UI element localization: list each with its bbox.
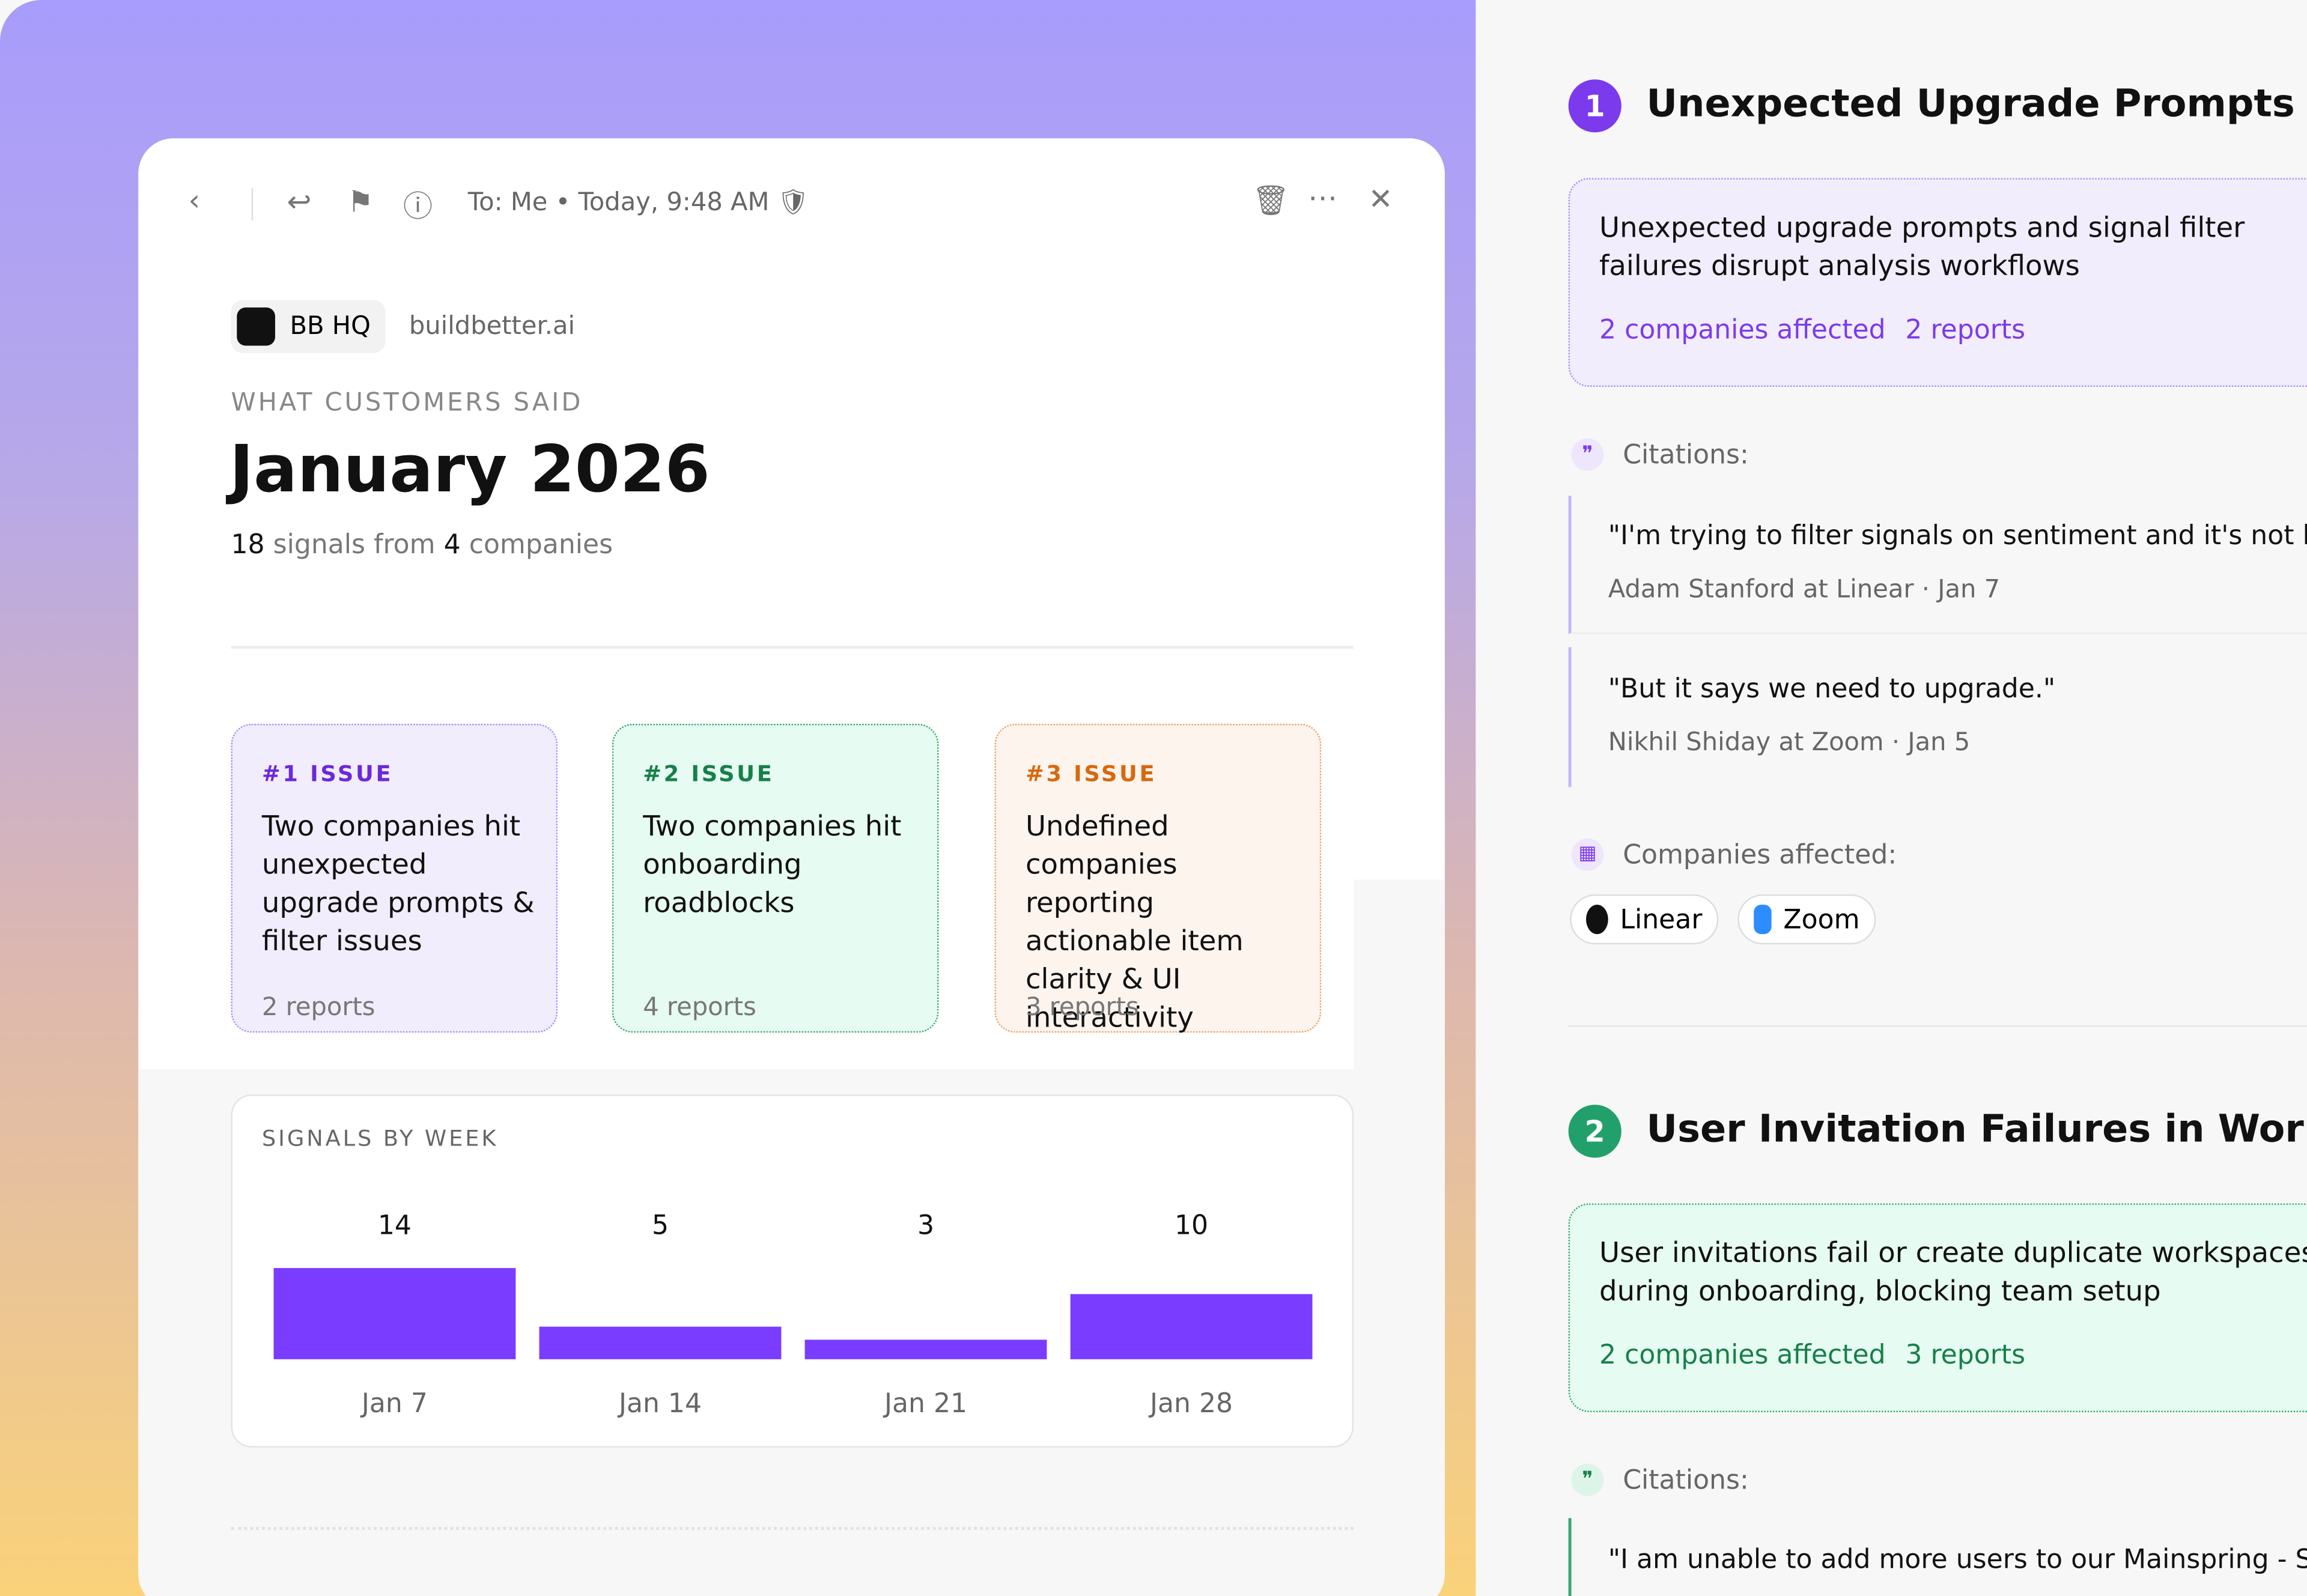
section-summary: Unexpected upgrade prompts and signal fi…	[1599, 211, 2245, 283]
companies: 4	[443, 529, 461, 561]
bar	[1070, 1294, 1313, 1359]
to: To: Me	[467, 188, 548, 218]
sender: BB HQ	[290, 312, 371, 342]
section-title: User Invitation Failures in Workspaces	[1646, 1108, 2307, 1152]
domain: buildbetter.ai	[409, 312, 576, 342]
author: Nikhil Shiday at Zoom	[1608, 728, 1884, 758]
value-label: 3	[917, 1210, 934, 1241]
divider	[251, 188, 254, 221]
attribution: Adam Stanford at Linear · Jan 7	[1608, 575, 2001, 605]
rule	[231, 646, 1354, 649]
company-chip[interactable]: Linear	[1570, 894, 1719, 945]
company: Linear	[1620, 903, 1703, 935]
value-label: 14	[378, 1210, 412, 1241]
x-tick-label: Jan 21	[883, 1388, 967, 1419]
summary-box: Unexpected upgrade prompts and signal fi…	[1568, 178, 2307, 387]
section-number: 2	[1568, 1105, 1622, 1158]
eyebrow: WHAT CUSTOMERS SAID	[231, 388, 583, 418]
signals: 18	[231, 529, 265, 561]
x-tick-label: Jan 14	[617, 1388, 702, 1419]
summary: 18 signals from 4 companies	[231, 530, 613, 560]
quote-icon: ❞	[1571, 438, 1604, 471]
delete-button[interactable]: 🗑	[1252, 182, 1290, 218]
report-button[interactable]: ⓘ	[403, 188, 433, 224]
x-tick-label: Jan 28	[1148, 1388, 1233, 1419]
issue-card[interactable]: #2 ISSUE Two companies hit onboarding roa…	[612, 723, 939, 1033]
bar	[804, 1340, 1047, 1359]
quote: "I'm trying to filter signals on sentime…	[1608, 520, 2307, 552]
reply-button[interactable]: ↩	[287, 184, 312, 219]
issue-text: Two companies hit onboarding roadblocks	[643, 810, 902, 920]
section-summary: User invitations fail or create duplicat…	[1599, 1237, 2307, 1308]
bar	[273, 1268, 516, 1359]
date: Jan 7	[1938, 575, 2001, 605]
time: Today, 9:48 AM	[578, 188, 770, 218]
citations-label: Citations:	[1623, 440, 1749, 471]
issue-text: Two companies hit unexpected upgrade pro…	[261, 810, 535, 958]
quote: "I am unable to add more users to our Ma…	[1608, 1544, 2307, 1576]
s-label: signals from	[273, 529, 436, 561]
reports-link[interactable]: 2 reports	[1905, 315, 2026, 346]
attribution: Nikhil Shiday at Zoom · Jan 5	[1608, 728, 1971, 758]
citation: "But it says we need to upgrade." Nikhil…	[1568, 647, 2307, 787]
reports: 4 reports	[643, 993, 756, 1023]
value-label: 10	[1175, 1210, 1208, 1241]
panel-bg	[1354, 879, 1445, 1086]
close-button[interactable]: ✕	[1368, 181, 1393, 217]
rank: #1 ISSUE	[261, 760, 394, 787]
chart-title: SIGNALS BY WEEK	[262, 1126, 498, 1151]
companies-label: Companies affected:	[1623, 840, 1897, 871]
citation: "I'm trying to filter signals on sentime…	[1568, 496, 2307, 634]
back-button[interactable]: ‹	[188, 182, 201, 218]
sender-chip: BB HQ	[231, 300, 386, 353]
reports: 2 reports	[261, 993, 375, 1023]
value-label: 5	[652, 1210, 669, 1241]
companies-link[interactable]: 2 companies affected	[1599, 1340, 1886, 1371]
company: Zoom	[1783, 903, 1860, 935]
quote-icon: ❞	[1571, 1463, 1604, 1496]
email-card: ‹ ↩ ⚑ ⓘ To: Me • Today, 9:48 AM 🛡 🗑 ⋯ ✕ …	[138, 138, 1445, 1596]
summary-box: User invitations fail or create duplicat…	[1568, 1203, 2307, 1413]
date: Jan 5	[1907, 728, 1971, 758]
quote: "But it says we need to upgrade."	[1608, 673, 2056, 705]
sep: •	[555, 188, 571, 218]
title: January 2026	[229, 432, 710, 508]
rule	[1568, 1025, 2307, 1027]
more-button[interactable]: ⋯	[1308, 179, 1338, 215]
issue-card[interactable]: #3 ISSUE Undefined companies reporting ac…	[994, 723, 1322, 1034]
building-icon: ▦	[1571, 838, 1604, 871]
section-title: Unexpected Upgrade Prompts & Filter Issu…	[1646, 82, 2307, 127]
section-number: 1	[1568, 79, 1622, 133]
chart: SIGNALS BY WEEK 14 Jan 7 5 Jan 14 3 Jan 21 10 J…	[262, 1126, 1313, 1419]
citations-label: Citations:	[1623, 1465, 1749, 1496]
citation: "I am unable to add more users to our Ma…	[1568, 1518, 2307, 1596]
reports-link[interactable]: 3 reports	[1905, 1340, 2026, 1371]
rule	[231, 1527, 1354, 1530]
rank: #2 ISSUE	[643, 760, 774, 787]
chart-card: SIGNALS BY WEEK 14 Jan 7 5 Jan 14 3 Jan 21 10 J…	[231, 1094, 1354, 1448]
bar	[539, 1326, 782, 1359]
meta: To: Me • Today, 9:48 AM 🛡	[467, 188, 809, 218]
company-chip[interactable]: Zoom	[1737, 894, 1876, 945]
rank: #3 ISSUE	[1025, 760, 1157, 787]
reports: 3 reports	[1025, 993, 1139, 1023]
companies-link[interactable]: 2 companies affected	[1599, 315, 1886, 346]
issue-card[interactable]: #1 ISSUE Two companies hit unexpected upg…	[231, 723, 558, 1033]
issue-text: Undefined companies reporting actionable…	[1025, 810, 1244, 1034]
author: Adam Stanford at Linear	[1608, 575, 1914, 605]
c-label: companies	[469, 529, 613, 561]
x-tick-label: Jan 7	[360, 1388, 428, 1419]
bookmark-button[interactable]: ⚑	[347, 184, 374, 219]
